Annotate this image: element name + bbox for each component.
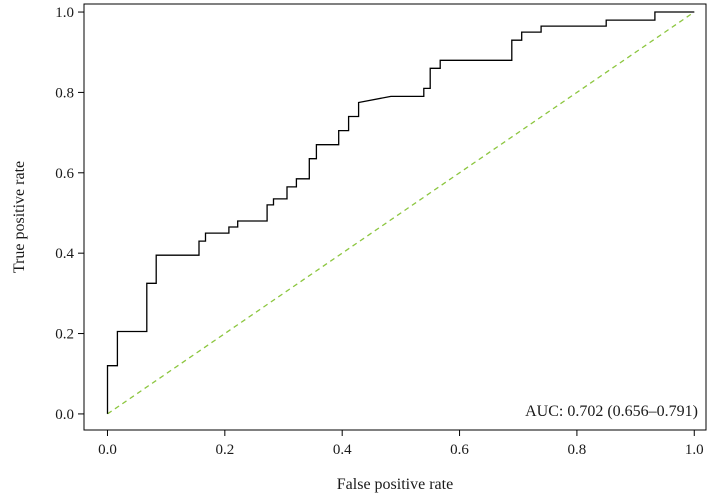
x-axis-ticks: 0.0 0.2 0.4 0.6 0.8 1.0 (98, 430, 704, 458)
y-tick-label: 0.6 (55, 166, 74, 182)
reference-diagonal-line (108, 12, 695, 414)
x-tick-label: 0.8 (568, 442, 587, 458)
x-axis-label: False positive rate (337, 476, 453, 493)
y-tick-label: 1.0 (55, 5, 74, 21)
y-axis-ticks: 0.0 0.2 0.4 0.6 0.8 1.0 (55, 5, 84, 423)
x-tick-label: 0.4 (333, 442, 352, 458)
x-tick-label: 0.0 (98, 442, 117, 458)
y-tick-label: 0.8 (55, 85, 74, 101)
auc-annotation: AUC: 0.702 (0.656–0.791) (525, 403, 698, 420)
y-tick-label: 0.2 (55, 327, 74, 343)
y-axis-label: True positive rate (11, 161, 28, 273)
x-tick-label: 0.6 (450, 442, 469, 458)
x-tick-label: 1.0 (685, 442, 704, 458)
x-tick-label: 0.2 (215, 442, 234, 458)
y-tick-label: 0.0 (55, 407, 74, 423)
y-tick-label: 0.4 (55, 246, 74, 262)
